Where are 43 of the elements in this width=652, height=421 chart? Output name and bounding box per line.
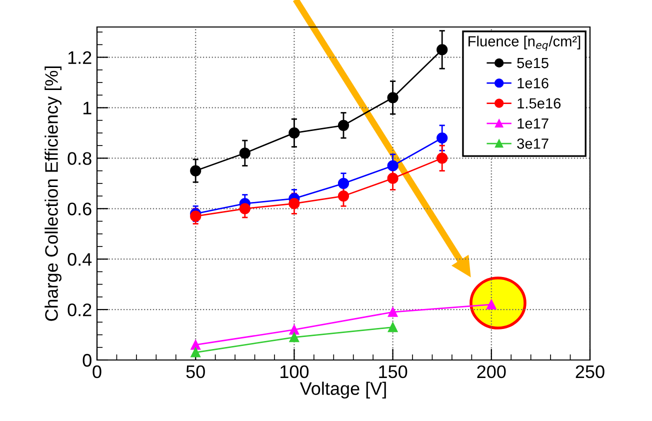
point: [289, 324, 300, 335]
y-tick-label: 0.8: [68, 152, 92, 165]
x-tick-label: 250: [576, 365, 604, 378]
legend-title: Fluence [n$_{eq}$/cm²]: [468, 36, 580, 51]
x-tick-label: 0: [92, 365, 102, 378]
y-tick-label: 0.4: [68, 253, 92, 266]
x-tick-label: 150: [379, 365, 408, 378]
x-tick-label: 100: [280, 365, 309, 378]
point: [288, 198, 300, 210]
point: [486, 300, 496, 310]
x-tick-label: 50: [186, 365, 205, 378]
point: [190, 210, 202, 222]
point: [388, 322, 398, 332]
y-tick-label: 1: [83, 102, 92, 114]
point: [388, 307, 398, 317]
point: [190, 165, 202, 176]
point: [190, 340, 200, 350]
y-axis-title: Charge Collection Efficiency [%]: [44, 66, 62, 321]
point: [387, 172, 398, 184]
point: [239, 148, 250, 159]
point: [289, 332, 300, 342]
y-tick-label: 1.2: [68, 51, 92, 64]
point: [436, 44, 448, 56]
y-tick-label: 0.2: [68, 303, 92, 316]
point: [387, 92, 398, 104]
legend-label: 5e15: [517, 58, 548, 68]
x-axis-title: Voltage [V]: [300, 382, 386, 399]
legend-label: 1.5e16: [518, 98, 561, 109]
legend-label: 1e17: [518, 118, 548, 129]
point: [387, 160, 398, 172]
point: [338, 178, 350, 189]
point: [338, 120, 350, 131]
point: [436, 152, 448, 164]
point: [288, 127, 300, 139]
point: [190, 348, 200, 358]
x-tick-label: 200: [477, 365, 506, 378]
point: [436, 132, 448, 144]
point: [239, 203, 250, 214]
y-tick-label: 0.6: [68, 202, 92, 216]
y-tick-label: 0: [82, 354, 92, 367]
legend-label: 1e16: [518, 78, 548, 88]
point: [338, 190, 350, 202]
legend-label: 3e17: [517, 138, 548, 149]
